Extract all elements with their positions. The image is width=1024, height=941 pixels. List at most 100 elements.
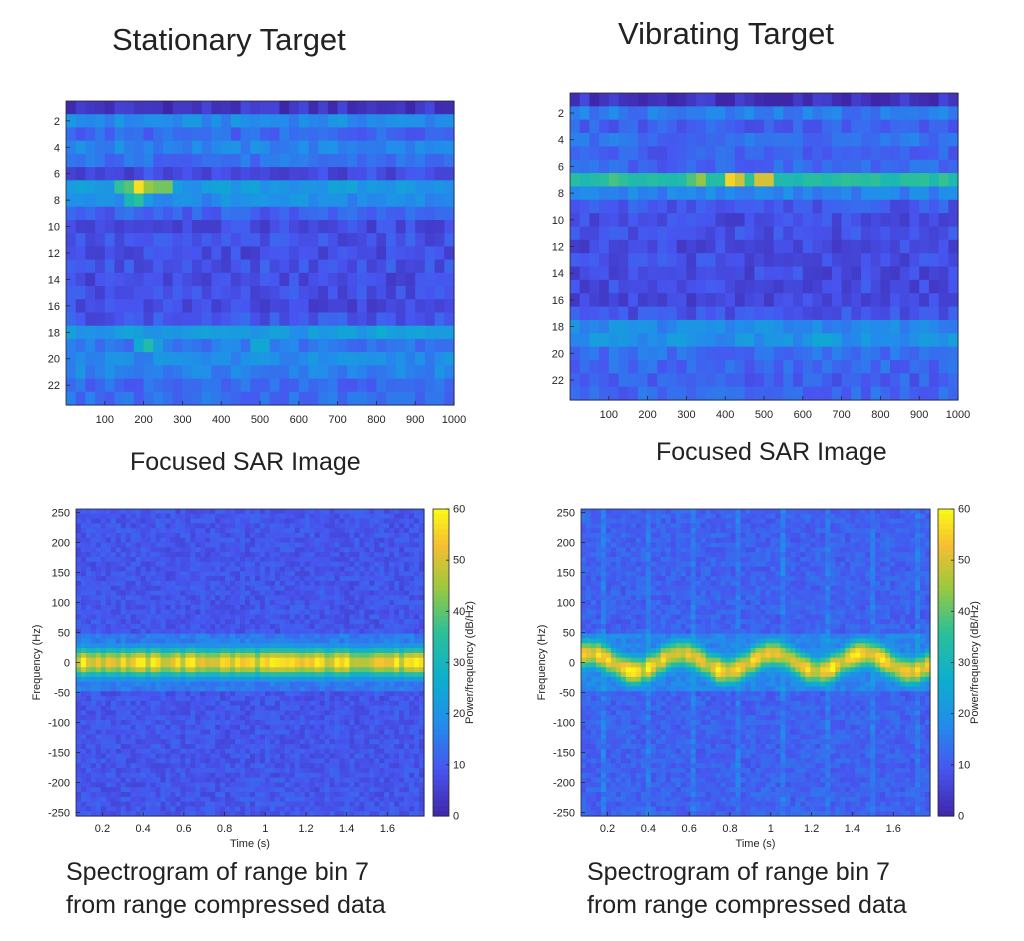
spectrogram-cell [135,768,142,774]
spectrogram-cell [304,753,311,760]
spectrogram-cell [259,561,266,568]
heatmap-cell [85,312,96,327]
heatmap-cell [357,325,368,340]
spectrogram-cell [205,724,211,731]
heatmap-cell [104,325,116,340]
spectrogram-cell [130,806,137,812]
spectrogram-cell [76,604,82,611]
spectrogram-cell [205,633,211,640]
heatmap-cell [182,338,193,353]
heatmap-cell [861,293,872,308]
spectrogram-cell [145,739,152,745]
y-tick-label: 22 [552,375,564,387]
heatmap-cell [444,338,455,353]
heatmap-cell [812,226,823,241]
heatmap-cell [201,299,213,314]
spectrogram-cell [80,753,87,760]
heatmap-cell [608,119,620,134]
spectrogram-cell [245,638,251,644]
heatmap-cell [376,352,387,366]
heatmap-cell [444,127,455,142]
heatmap-cell [75,127,86,142]
heatmap-cell [104,180,116,195]
spectrogram-cell [150,724,157,731]
spectrogram-cell [80,763,87,769]
heatmap-cell [647,333,658,348]
heatmap-cell [75,140,86,155]
spectrogram-cell [100,715,107,721]
spectrogram-cell [80,686,87,692]
spectrogram-cell [299,705,306,712]
spectrogram-cell [289,739,296,745]
spectrogram-cell [175,715,181,721]
spectrogram-cell [269,547,276,553]
spectrogram-cell [225,571,231,577]
spectrogram-cell [160,552,167,558]
spectrogram-cell [180,556,186,563]
spectrogram-cell [80,609,87,616]
heatmap-cell [715,93,726,107]
heatmap-cell [221,193,232,208]
heatmap-cell [376,312,387,327]
spectrogram-cell [289,585,296,592]
heatmap-cell [831,386,843,401]
spectrogram-cell [185,595,191,601]
spectrogram-cell [299,796,306,803]
heatmap-cell [705,253,717,268]
spectrogram-cell [185,748,191,755]
heatmap-cell [812,159,823,174]
spectrogram-cell [230,792,236,798]
spectrogram-cell [294,705,301,712]
spectrogram-cell [220,744,226,750]
spectrogram-cell [76,734,82,740]
heatmap-cell [676,199,687,214]
spectrogram-cell [155,700,162,707]
spectrogram-cell [289,686,296,692]
spectrogram-cell [269,633,276,640]
heatmap-cell [163,299,174,314]
spectrogram-cell [155,571,162,577]
spectrogram-cell [115,729,122,736]
spectrogram-cell [165,763,172,769]
spectrogram-cell [274,691,281,697]
heatmap-cell [337,378,348,393]
heatmap-cell [618,119,629,134]
spectrogram-cell [160,768,167,774]
heatmap-cell [424,272,436,287]
spectrogram-cell [130,537,137,544]
spectrogram-cell [185,792,191,798]
spectrogram-cell [160,609,167,616]
spectrogram-cell [105,509,112,515]
heatmap-cell [802,186,814,201]
spectrogram-cell [180,585,186,592]
spectrogram-cell [210,561,216,568]
spectrogram-cell [304,638,311,644]
spectrogram-cell [200,528,206,534]
heatmap-cell [637,173,649,188]
spectrogram-cell [175,782,181,788]
spectrogram-cell [200,720,206,726]
heatmap-cell [269,325,280,340]
heatmap-cell [676,253,687,268]
spectrogram-cell [160,532,167,539]
heatmap-cell [793,373,804,388]
spectrogram-cell [125,576,132,582]
spectrogram-cell [165,662,172,668]
heatmap-cell [754,239,765,254]
heatmap-cell [75,246,86,261]
spectrogram-cell [80,628,87,635]
spectrogram-cell [294,676,301,683]
heatmap-cell [870,133,881,147]
heatmap-cell [725,293,736,308]
spectrogram-cell [259,518,266,524]
heatmap-cell [434,246,445,261]
heatmap-cell [182,312,193,327]
heatmap-cell [764,226,775,241]
spectrogram-cell [250,580,256,587]
heatmap-cell [182,299,193,314]
spectrogram-cell [76,595,82,601]
heatmap-cell [279,127,290,142]
spectrogram-cell [230,528,236,534]
spectrogram-cell [215,532,221,539]
heatmap-cell [211,219,222,234]
